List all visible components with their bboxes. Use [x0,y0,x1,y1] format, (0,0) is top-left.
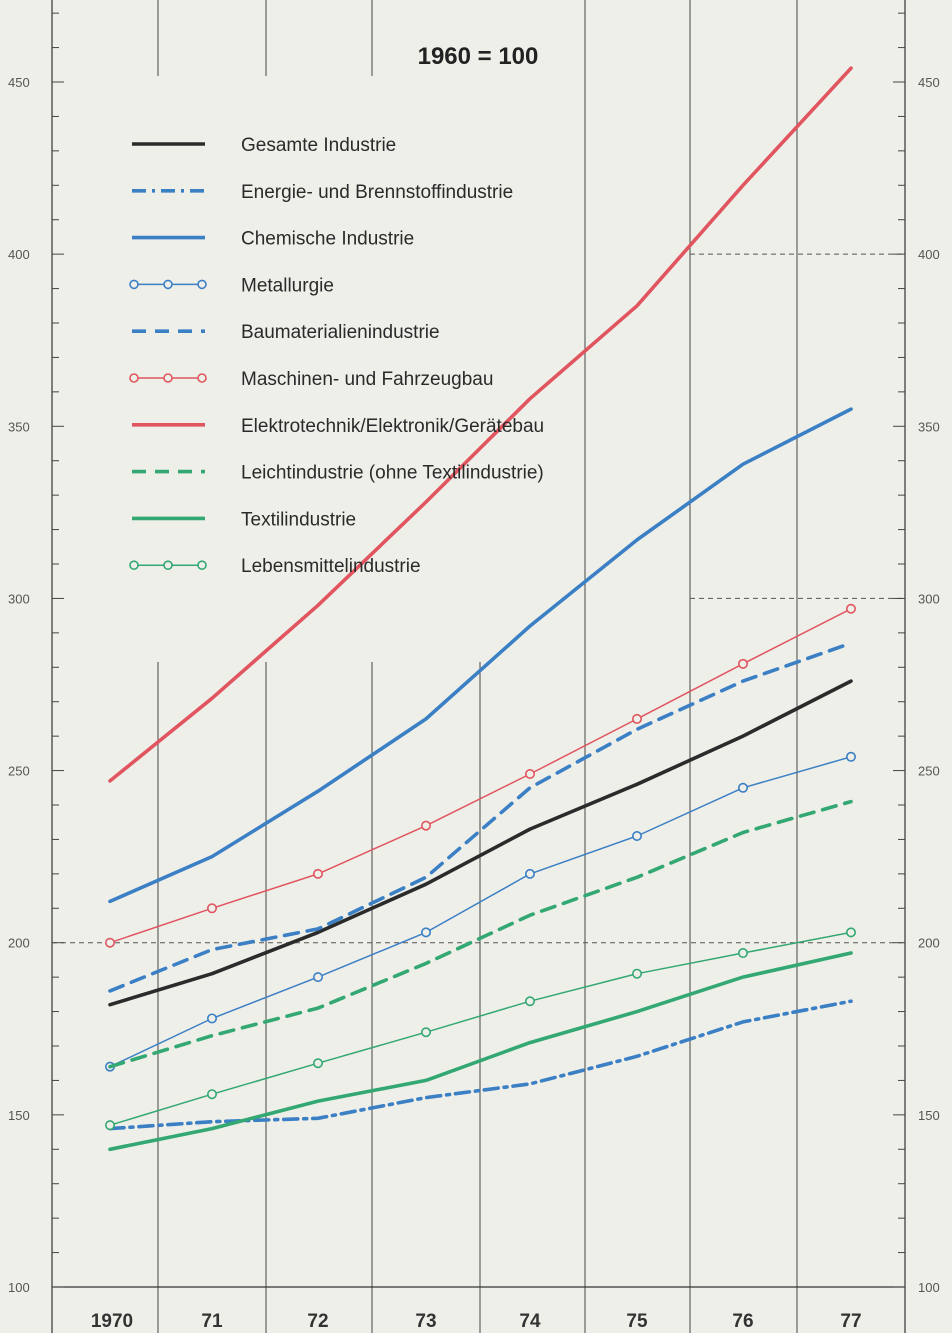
y-tick-label-right: 450 [918,75,940,90]
legend-marker [197,373,207,383]
data-point [845,927,856,938]
legend-label: Leichtindustrie (ohne Textilindustrie) [241,463,544,484]
series-line [108,679,853,1007]
data-point [524,996,535,1007]
legend-marker [197,279,207,290]
data-point [631,713,642,724]
series-line [108,641,853,993]
y-tick-label-left: 350 [8,419,30,434]
series-line [108,66,853,783]
y-tick-label-right: 200 [918,936,940,951]
x-tick-label: 71 [201,1311,223,1332]
data-point [845,751,856,762]
data-point [737,948,748,959]
legend-label: Baumaterialienindustrie [241,322,440,343]
y-tick-label-right: 400 [918,247,940,262]
legend-label: Gesamte Industrie [241,135,396,156]
data-point [524,868,535,879]
x-tick-label: 1970 [91,1311,133,1332]
y-tick-label-left: 100 [8,1280,30,1295]
legend-marker [129,560,139,571]
legend-label: Textilindustrie [241,509,356,530]
series-line [108,999,853,1131]
legend-marker [129,279,139,290]
data-point [420,1027,431,1038]
series-line [108,799,853,1069]
data-point [312,868,323,879]
data-point [420,927,431,938]
y-tick-label-left: 150 [8,1108,30,1123]
legend: Gesamte Industrie Energie- und Brennstoff… [129,135,544,577]
data-point [207,1089,218,1100]
legend-marker [163,279,173,290]
x-tick-label: 72 [307,1311,328,1332]
x-tick-label: 76 [732,1311,753,1332]
data-point [631,830,642,841]
y-tick-label-left: 250 [8,764,30,779]
legend-label: Lebensmittelindustrie [241,556,421,577]
y-axes: 100 100 150 150 200 200 250 250 300 300 350 350 400 4… [8,12,940,1332]
legend-marker [129,373,139,383]
chart-title: 1960 = 100 [418,43,539,70]
data-point [207,1013,218,1024]
y-tick-label-right: 150 [918,1108,940,1123]
y-tick-label-right: 250 [918,764,940,779]
series-lines [105,66,856,1152]
data-point [207,903,218,914]
series-line [109,756,852,1068]
y-tick-label-left: 200 [8,936,30,951]
data-point [105,1120,116,1131]
y-tick-label-left: 400 [8,247,30,262]
x-tick-label: 74 [519,1311,541,1332]
series-line [108,407,853,904]
legend-marker [163,560,173,571]
data-point [312,1058,323,1069]
legend-label: Maschinen- und Fahrzeugbau [241,369,493,390]
data-point [737,782,748,793]
legend-marker [197,560,207,571]
data-point [312,972,323,983]
data-point [524,769,535,780]
y-tick-label-right: 100 [918,1280,940,1295]
series-line [108,951,853,1152]
series-line [109,931,852,1126]
y-tick-label-right: 300 [918,591,940,606]
series-line [109,608,852,944]
x-tick-label: 75 [626,1311,648,1332]
legend-label: Metallurgie [241,275,334,296]
data-point [737,658,748,669]
data-point [420,820,431,831]
x-tick-label: 73 [415,1311,436,1332]
y-tick-label-right: 350 [918,419,940,434]
data-point [631,968,642,979]
x-tick-label: 77 [840,1311,861,1332]
legend-marker [163,373,173,383]
legend-label: Elektrotechnik/Elektronik/Gerätebau [241,416,544,437]
data-point [105,937,116,948]
y-tick-label-left: 450 [8,75,30,90]
data-point [845,603,856,614]
legend-label: Chemische Industrie [241,229,414,250]
legend-label: Energie- und Brennstoffindustrie [241,182,513,203]
y-tick-label-left: 300 [8,591,30,606]
